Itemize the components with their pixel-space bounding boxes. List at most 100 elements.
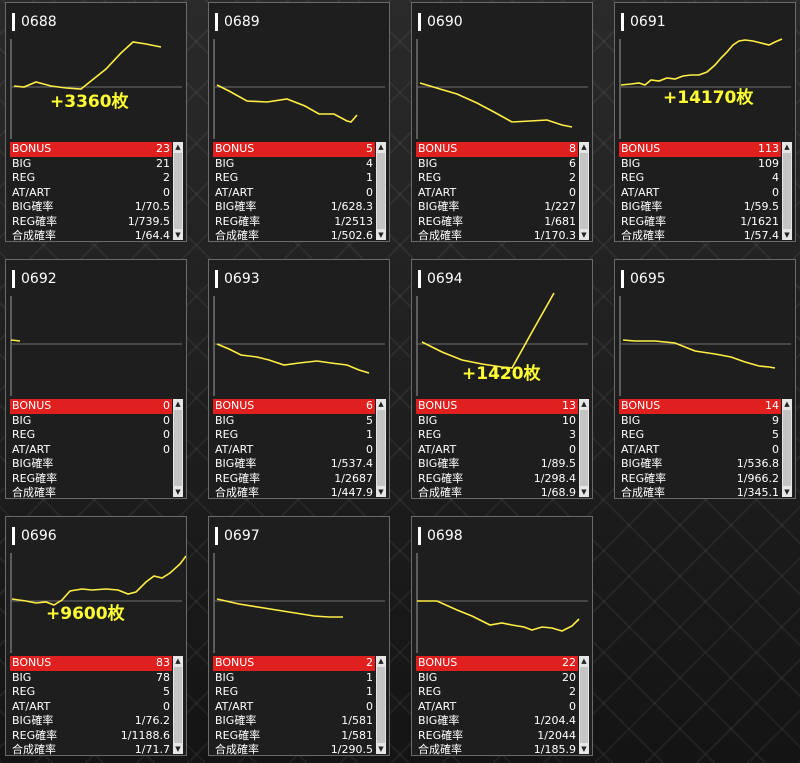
stat-label: BIG [418, 670, 438, 684]
scroll-up-icon[interactable]: ▲ [175, 657, 181, 665]
stat-label: 合成確率 [418, 743, 462, 756]
stat-label: AT/ART [215, 699, 254, 713]
stat-row-total-rate: 合成確率 1/170.3 [416, 229, 578, 244]
stat-value: 5 [366, 413, 373, 427]
stat-value: 1/739.5 [127, 214, 170, 228]
stats-scrollbar[interactable]: ▲ ▼ [579, 142, 589, 240]
stat-value: 2 [569, 685, 576, 698]
stat-label: BIG [12, 670, 32, 684]
stat-value: 1 [366, 171, 373, 184]
stat-label: REG [215, 171, 239, 184]
stat-label: BIG [215, 413, 235, 427]
scroll-thumb[interactable] [783, 153, 791, 229]
stat-row-atart: AT/ART 0 [213, 700, 375, 715]
stat-row-big: BIG 6 [416, 157, 578, 172]
stat-row-reg: REG 0 [10, 428, 172, 443]
stats-scrollbar[interactable]: ▲ ▼ [782, 142, 792, 240]
scroll-down-icon[interactable]: ▼ [581, 231, 587, 239]
scroll-down-icon[interactable]: ▼ [581, 745, 587, 753]
stat-label: REG確率 [418, 471, 464, 485]
stats-table: BONUS 0 BIG 0 REG 0 AT/ART 0 BIG確率 REG確率 合成確率 [10, 399, 172, 501]
stat-label: BIG確率 [621, 200, 663, 213]
scroll-down-icon[interactable]: ▼ [175, 488, 181, 496]
scroll-down-icon[interactable]: ▼ [175, 231, 181, 239]
stats-scrollbar[interactable]: ▲ ▼ [173, 142, 183, 240]
scroll-thumb[interactable] [580, 410, 588, 486]
stat-row-atart: AT/ART 0 [213, 186, 375, 201]
scroll-thumb[interactable] [174, 667, 182, 743]
stat-value: 5 [772, 428, 779, 441]
scroll-up-icon[interactable]: ▲ [378, 400, 384, 408]
scroll-down-icon[interactable]: ▼ [378, 745, 384, 753]
scroll-thumb[interactable] [783, 410, 791, 486]
stat-label: REG確率 [215, 214, 261, 228]
stats-scrollbar[interactable]: ▲ ▼ [579, 399, 589, 497]
stat-label: 合成確率 [215, 486, 259, 499]
coin-graph [416, 292, 588, 396]
stat-value: 1/227 [544, 200, 576, 213]
machine-card-0689[interactable]: 0689 BONUS 5 BIG 4 REG 1 AT/ART 0 BIG確率 1/628.3 REG… [208, 2, 390, 242]
scroll-thumb[interactable] [377, 667, 385, 743]
scroll-up-icon[interactable]: ▲ [581, 143, 587, 151]
stat-value: 20 [562, 670, 576, 684]
scroll-up-icon[interactable]: ▲ [175, 400, 181, 408]
scroll-down-icon[interactable]: ▼ [378, 488, 384, 496]
machine-card-0698[interactable]: 0698 BONUS 22 BIG 20 REG 2 AT/ART 0 BIG確率 1/204.4 R… [411, 516, 593, 756]
stat-label: 合成確率 [621, 229, 665, 242]
scroll-up-icon[interactable]: ▲ [581, 400, 587, 408]
stat-value: 22 [562, 656, 576, 669]
stats-scrollbar[interactable]: ▲ ▼ [376, 399, 386, 497]
stat-row-reg: REG 1 [213, 428, 375, 443]
machine-card-0688[interactable]: 0688 +3360枚 BONUS 23 BIG 21 REG 2 AT/ART 0 BIG確率 1/… [5, 2, 187, 242]
stat-label: BIG確率 [215, 457, 257, 470]
machine-card-0697[interactable]: 0697 BONUS 2 BIG 1 REG 1 AT/ART 0 BIG確率 1/581 REG確率… [208, 516, 390, 756]
scroll-thumb[interactable] [580, 153, 588, 229]
machine-card-0693[interactable]: 0693 BONUS 6 BIG 5 REG 1 AT/ART 0 BIG確率 1/537.4 REG… [208, 259, 390, 499]
stats-scrollbar[interactable]: ▲ ▼ [376, 142, 386, 240]
scroll-thumb[interactable] [174, 410, 182, 486]
scroll-up-icon[interactable]: ▲ [175, 143, 181, 151]
stat-label: BONUS [12, 142, 52, 155]
machine-card-0696[interactable]: 0696 +9600枚 BONUS 83 BIG 78 REG 5 AT/ART 0 BIG確率 1/… [5, 516, 187, 756]
stat-label: BIG [621, 413, 641, 427]
coin-graph [416, 39, 588, 139]
stats-scrollbar[interactable]: ▲ ▼ [173, 399, 183, 497]
stat-value: 0 [163, 413, 170, 427]
scroll-down-icon[interactable]: ▼ [784, 231, 790, 239]
scroll-up-icon[interactable]: ▲ [581, 657, 587, 665]
machine-card-0695[interactable]: 0695 BONUS 14 BIG 9 REG 5 AT/ART 0 BIG確率 1/536.8 RE… [614, 259, 796, 499]
scroll-thumb[interactable] [377, 410, 385, 486]
stat-row-total-rate: 合成確率 1/185.9 [416, 743, 578, 758]
machine-card-0691[interactable]: 0691 +14170枚 BONUS 113 BIG 109 REG 4 AT/ART 0 BIG確… [614, 2, 796, 242]
scroll-down-icon[interactable]: ▼ [581, 488, 587, 496]
stats-scrollbar[interactable]: ▲ ▼ [782, 399, 792, 497]
stat-label: REG [215, 685, 239, 698]
stat-label: AT/ART [418, 442, 457, 456]
machine-card-0692[interactable]: 0692 BONUS 0 BIG 0 REG 0 AT/ART 0 BIG確率 REG確率 合成確率 ▲… [5, 259, 187, 499]
machine-card-0694[interactable]: 0694 +1420枚 BONUS 13 BIG 10 REG 3 AT/ART 0 BIG確率 1/… [411, 259, 593, 499]
scroll-thumb[interactable] [377, 153, 385, 229]
scroll-up-icon[interactable]: ▲ [378, 657, 384, 665]
scroll-up-icon[interactable]: ▲ [784, 143, 790, 151]
stats-scrollbar[interactable]: ▲ ▼ [173, 656, 183, 754]
scroll-thumb[interactable] [580, 667, 588, 743]
scroll-thumb[interactable] [174, 153, 182, 229]
stat-row-bonus: BONUS 23 [10, 142, 172, 157]
stat-row-atart: AT/ART 0 [619, 443, 781, 458]
stat-value: 4 [366, 156, 373, 170]
stat-row-atart: AT/ART 0 [10, 186, 172, 201]
machine-card-0690[interactable]: 0690 BONUS 8 BIG 6 REG 2 AT/ART 0 BIG確率 1/227 REG確率… [411, 2, 593, 242]
scroll-up-icon[interactable]: ▲ [378, 143, 384, 151]
scroll-down-icon[interactable]: ▼ [175, 745, 181, 753]
machine-number: 0697 [215, 527, 260, 545]
stat-value: 83 [156, 656, 170, 669]
scroll-up-icon[interactable]: ▲ [784, 400, 790, 408]
scroll-down-icon[interactable]: ▼ [784, 488, 790, 496]
stats-scrollbar[interactable]: ▲ ▼ [376, 656, 386, 754]
stats-scrollbar[interactable]: ▲ ▼ [579, 656, 589, 754]
scroll-down-icon[interactable]: ▼ [378, 231, 384, 239]
stat-label: REG確率 [12, 728, 58, 742]
stat-label: AT/ART [12, 185, 51, 199]
stats-table: BONUS 23 BIG 21 REG 2 AT/ART 0 BIG確率 1/70.5 REG確率 1… [10, 142, 172, 244]
stat-row-reg: REG 2 [416, 171, 578, 186]
